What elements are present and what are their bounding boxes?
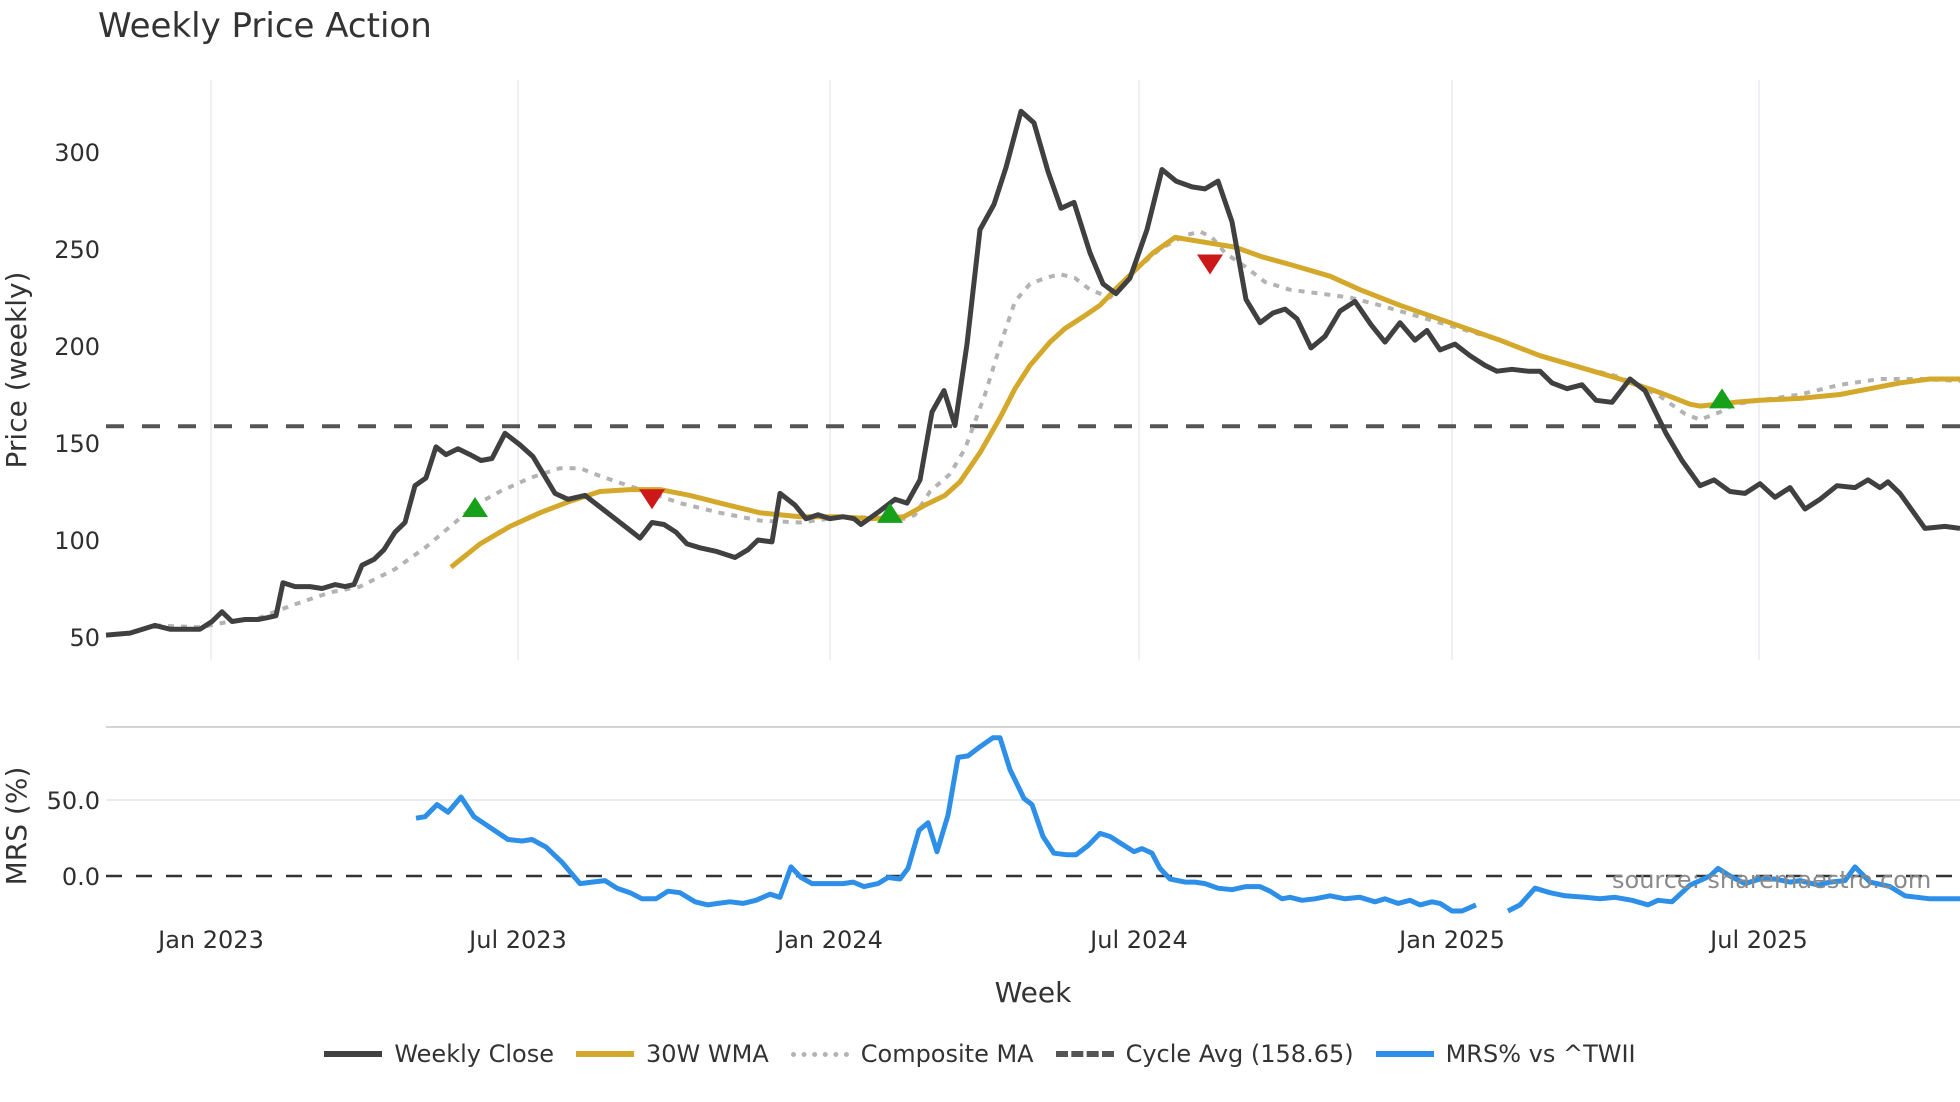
x-axis-ticks: Jan 2023 Jul 2023 Jan 2024 Jul 2024 Jan 2025… [156, 926, 1808, 954]
signal-markers [462, 254, 1735, 523]
mrs-tick-label: 50.0 [47, 787, 100, 815]
buy-signal-triangle-icon [1709, 388, 1735, 409]
source-watermark: source: sharemaestro.com [1612, 866, 1932, 894]
price-tick-label: 100 [54, 527, 100, 555]
price-tick-label: 50 [69, 624, 100, 652]
legend-label: Cycle Avg (158.65) [1125, 1040, 1354, 1068]
weekly-close-line [105, 108, 1960, 638]
legend-swatch-icon [1375, 1051, 1434, 1057]
legend-item-30w-wma[interactable]: 30W WMA [575, 1040, 769, 1068]
price-tick-label: 250 [54, 236, 100, 264]
buy-signal-triangle-icon [462, 497, 488, 518]
mrs-series [106, 735, 1960, 914]
legend-label: Weekly Close [394, 1040, 554, 1068]
legend-item-cycle-avg-158-65[interactable]: Cycle Avg (158.65) [1055, 1040, 1354, 1068]
legend-item-composite-ma[interactable]: Composite MA [790, 1040, 1034, 1068]
legend-item-weekly-close[interactable]: Weekly Close [324, 1040, 554, 1068]
price-tick-label: 300 [54, 139, 100, 167]
legend-item-mrs-vs-twii[interactable]: MRS% vs ^TWII [1375, 1040, 1636, 1068]
x-tick-label: Jan 2023 [156, 926, 264, 954]
mrs-line [1506, 864, 1960, 914]
x-tick-label: Jul 2023 [467, 926, 567, 954]
legend: Weekly Close 30W WMA Composite MA Cycle Avg… [0, 1032, 1960, 1076]
legend-swatch-icon [1055, 1051, 1114, 1057]
mrs-y-axis-label: MRS (%) [0, 767, 33, 886]
legend-label: MRS% vs ^TWII [1445, 1040, 1636, 1068]
mrs-line [415, 735, 1477, 914]
vertical-gridlines [106, 80, 1960, 801]
mrs-y-ticks: 50.0 0.0 [47, 787, 100, 891]
sell-signal-triangle-icon [1197, 254, 1223, 275]
legend-swatch-icon [324, 1051, 383, 1057]
legend-label: Composite MA [860, 1040, 1034, 1068]
x-axis-label: Week [995, 976, 1072, 1009]
x-tick-label: Jan 2025 [1397, 926, 1505, 954]
x-tick-label: Jan 2024 [775, 926, 883, 954]
price-y-ticks: 50 100 150 200 250 300 [54, 139, 100, 652]
x-tick-label: Jul 2025 [1708, 926, 1808, 954]
price-series [105, 108, 1960, 638]
composite-ma-line [154, 229, 1960, 630]
x-tick-label: Jul 2024 [1088, 926, 1188, 954]
legend-label: 30W WMA [645, 1040, 769, 1068]
legend-swatch-icon [575, 1051, 634, 1057]
sell-signal-triangle-icon [639, 489, 665, 510]
30w-wma-line [449, 234, 1960, 570]
legend-swatch-icon [790, 1051, 849, 1057]
chart-title: Weekly Price Action [98, 6, 432, 46]
price-tick-label: 150 [54, 430, 100, 458]
price-y-axis-label: Price (weekly) [0, 272, 33, 469]
buy-signal-triangle-icon [877, 502, 903, 523]
price-tick-label: 200 [54, 333, 100, 361]
mrs-tick-label: 0.0 [62, 863, 100, 891]
